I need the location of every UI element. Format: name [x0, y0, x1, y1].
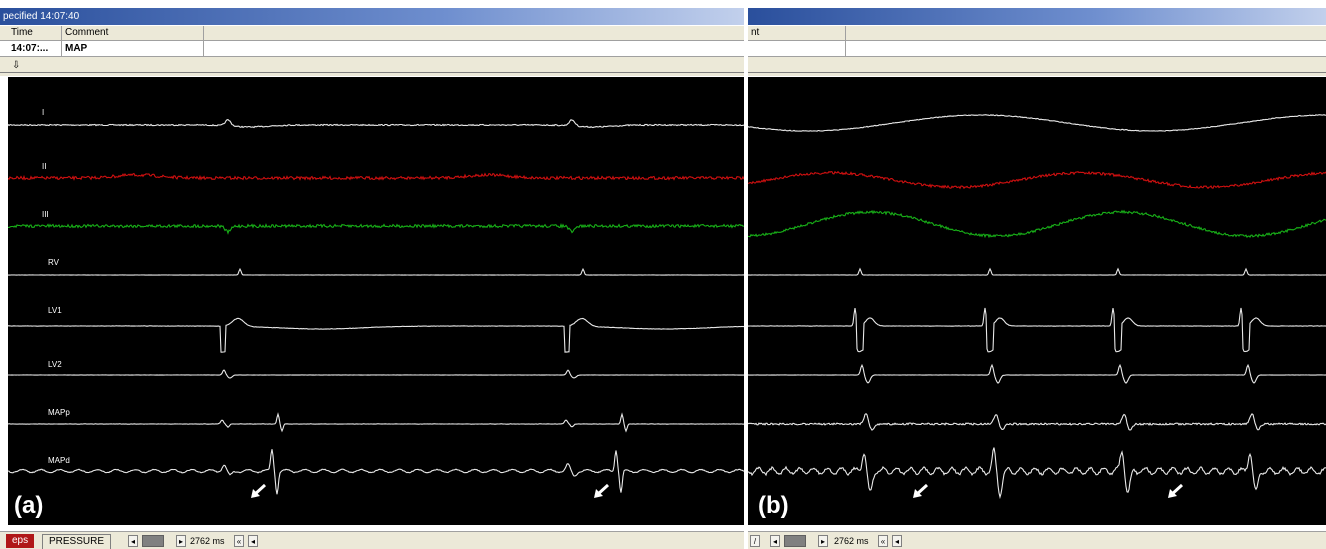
event-comment-cell[interactable]: MAP: [62, 41, 204, 56]
rewind-button-b[interactable]: «: [878, 535, 888, 547]
trace-lv1-b: [748, 307, 1326, 353]
tab-edge-button-b[interactable]: /: [750, 535, 760, 547]
toolstrip-b: [748, 57, 1326, 76]
window-title-bar-b: [748, 8, 1326, 25]
column-header-comment-b[interactable]: nt: [748, 26, 846, 40]
scroll-thumb-b[interactable]: [784, 535, 806, 547]
toolstrip: [0, 57, 744, 76]
channel-label-i: I: [42, 108, 44, 117]
channel-label-lv2: LV2: [48, 360, 62, 369]
duration-label-a: 2762 ms: [190, 536, 225, 546]
trace-mapp-b: [748, 412, 1326, 431]
scroll-right-button-b[interactable]: ▸: [818, 535, 828, 547]
tab-eps[interactable]: eps: [6, 534, 35, 548]
event-grid-row-b[interactable]: [748, 41, 1326, 57]
channel-label-rv: RV: [48, 258, 60, 267]
status-bar-a: eps PRESSURE ◂ ▸ 2762 ms « ◂: [0, 531, 744, 549]
panel-divider: [744, 0, 748, 549]
event-grid-row[interactable]: 14:07:... MAP: [0, 41, 744, 57]
annotation-arrow-icon: [913, 483, 929, 498]
trace-rv-b: [748, 267, 1326, 276]
panel-label-a: (a): [14, 492, 44, 519]
scroll-thumb[interactable]: [142, 535, 164, 547]
tab-pressure[interactable]: PRESSURE: [42, 534, 112, 549]
time-ruler-b: [748, 72, 1326, 77]
scroll-left-button[interactable]: ◂: [128, 535, 138, 547]
trace-lead-ii-b: [748, 170, 1326, 190]
trace-lead-i-b: [748, 113, 1326, 132]
scroll-left-button-b[interactable]: ◂: [770, 535, 780, 547]
time-ruler: [0, 72, 744, 77]
event-comment-cell-b[interactable]: [748, 41, 846, 56]
annotation-arrow-icon: [251, 483, 267, 498]
annotation-arrow-icon: [594, 483, 610, 498]
trace-mapd: [8, 449, 744, 495]
trace-lead-iii-b: [748, 209, 1326, 239]
scroll-right-button[interactable]: ▸: [176, 535, 186, 547]
trace-area-b[interactable]: [748, 77, 1326, 525]
duration-label-b: 2762 ms: [834, 536, 869, 546]
event-time-cell[interactable]: 14:07:...: [8, 41, 62, 56]
column-header-time[interactable]: Time: [8, 26, 62, 40]
channel-label-iii: III: [42, 210, 49, 219]
step-back-button-b[interactable]: ◂: [892, 535, 902, 547]
column-header-comment[interactable]: Comment: [62, 26, 204, 40]
trace-area-a[interactable]: I II III RV LV1 LV2 MAPp MAPd: [8, 77, 744, 525]
trace-rv: [8, 267, 744, 276]
event-grid-header-b: nt: [748, 26, 1326, 41]
trace-lead-iii: [8, 222, 744, 235]
trace-lv2-b: [748, 363, 1326, 384]
trace-lead-ii: [8, 172, 744, 181]
trace-lv2: [8, 369, 744, 379]
trace-canvas-b: [748, 113, 1326, 500]
status-bar-b: / ◂ ▸ 2762 ms « ◂: [748, 531, 1326, 549]
trace-mapd-b: [748, 447, 1326, 500]
window-title-bar: pecified 14:07:40: [0, 8, 744, 25]
trace-mapp: [8, 412, 744, 433]
window-title: pecified 14:07:40: [3, 11, 80, 22]
panel-label-b: (b): [758, 492, 789, 519]
channel-label-ii: II: [42, 162, 46, 171]
channel-label-mapd: MAPd: [48, 456, 70, 465]
channel-label-mapp: MAPp: [48, 408, 70, 417]
rewind-button[interactable]: «: [234, 535, 244, 547]
step-back-button[interactable]: ◂: [248, 535, 258, 547]
trace-lead-i: [8, 119, 744, 129]
event-grid-header: Time Comment: [0, 26, 744, 41]
panel-a: pecified 14:07:40 Time Comment 14:07:...…: [0, 8, 744, 549]
trace-lv1: [8, 317, 744, 353]
panel-b: nt (b) / ◂ ▸ 2762 ms « ◂: [748, 0, 1326, 549]
annotation-arrow-icon: [1168, 483, 1184, 498]
down-arrow-icon[interactable]: ⇩: [12, 60, 21, 71]
channel-label-lv1: LV1: [48, 306, 62, 315]
